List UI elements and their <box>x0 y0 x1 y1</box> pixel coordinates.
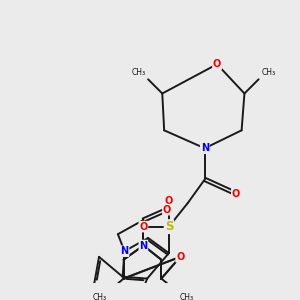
Text: O: O <box>213 59 221 69</box>
Text: S: S <box>165 220 173 233</box>
Text: N: N <box>120 246 129 256</box>
Text: CH₃: CH₃ <box>261 68 276 77</box>
Text: CH₃: CH₃ <box>131 68 145 77</box>
Text: O: O <box>176 252 184 262</box>
Text: O: O <box>139 222 148 232</box>
Text: CH₃: CH₃ <box>179 293 194 300</box>
Text: O: O <box>232 189 240 199</box>
Text: CH₃: CH₃ <box>92 293 106 300</box>
Text: O: O <box>163 205 171 214</box>
Text: N: N <box>139 241 148 250</box>
Text: O: O <box>165 196 173 206</box>
Text: N: N <box>201 143 209 153</box>
